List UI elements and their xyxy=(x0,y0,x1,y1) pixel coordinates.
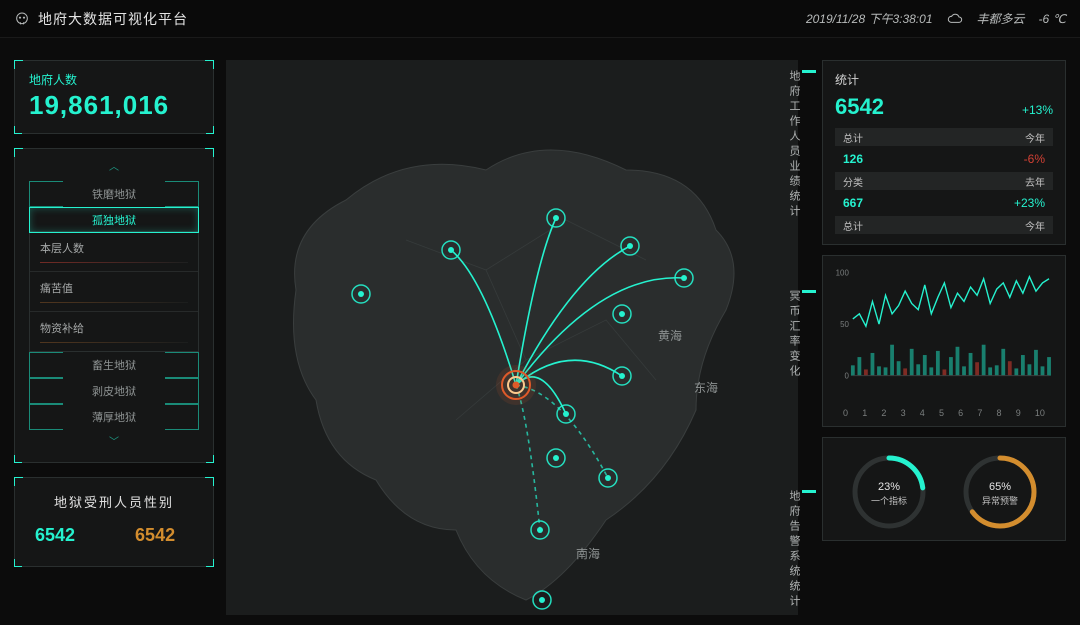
sub-metric-row: 痛苦值 xyxy=(30,272,198,312)
svg-text:0: 0 xyxy=(844,372,849,381)
chart-panel: 0 50 100 012345678910 xyxy=(822,255,1066,427)
stats-title: 统计 xyxy=(835,71,1053,88)
timestamp: 2019/11/28 下午3:38:01 xyxy=(806,10,933,27)
gender-val-b: 6542 xyxy=(135,525,175,546)
stats-panel: 统计 6542 +13% 总计今年126-6%分类去年667+23%总计今年 xyxy=(822,60,1066,245)
hell-item-label: 孤独地狱 xyxy=(92,212,136,228)
gauge-ring: 23% 一个指标 xyxy=(849,452,929,532)
gauge: 65% 异常预警 xyxy=(952,452,1048,532)
chart-x-axis: 012345678910 xyxy=(835,408,1053,418)
svg-text:50: 50 xyxy=(840,320,849,329)
stat-header-row: 总计今年 xyxy=(835,128,1053,146)
section-vertical-label: 地府告警系统统计 xyxy=(802,490,816,610)
population-label: 地府人数 xyxy=(29,71,199,88)
map-panel: 黄海东海南海 xyxy=(226,60,798,615)
left-column: 地府人数 19,861,016 ︿ 铁磨地狱孤独地狱本层人数痛苦值物资补给畜生地… xyxy=(14,60,214,567)
weather-temp: -6 ℃ xyxy=(1039,12,1066,26)
gender-panel: 地狱受刑人员性别 6542 6542 xyxy=(14,477,214,567)
population-value: 19,861,016 xyxy=(29,90,199,121)
rate-chart: 0 50 100 xyxy=(835,266,1053,406)
stat-value-row: 667+23% xyxy=(835,194,1053,216)
gender-val-a: 6542 xyxy=(35,525,75,546)
header-right: 2019/11/28 下午3:38:01 丰都多云 -6 ℃ xyxy=(806,10,1066,27)
sub-metric-row: 物资补给 xyxy=(30,312,198,351)
hell-item[interactable]: 薄厚地狱 xyxy=(29,404,199,430)
stat-value-row: 126-6% xyxy=(835,150,1053,172)
section-vertical-label: 地府工作人员业绩统计 xyxy=(802,70,816,220)
section-vertical-label: 冥币汇率变化 xyxy=(802,290,816,380)
hell-item-label: 薄厚地狱 xyxy=(92,409,136,425)
chevron-up-icon[interactable]: ︿ xyxy=(29,163,199,173)
hell-item-label: 铁磨地狱 xyxy=(92,186,136,202)
svg-text:100: 100 xyxy=(836,269,850,278)
gauge-ring: 65% 异常预警 xyxy=(960,452,1040,532)
skull-icon xyxy=(14,11,30,27)
hell-item[interactable]: 畜生地狱 xyxy=(29,352,199,378)
hell-item[interactable]: 铁磨地狱 xyxy=(29,181,199,207)
gauge-panel: 23% 一个指标 65% 异常预警 xyxy=(822,437,1066,541)
sub-metric-row: 本层人数 xyxy=(30,232,198,272)
hell-item[interactable]: 孤独地狱 xyxy=(29,207,199,233)
gauge-pct: 65% xyxy=(988,481,1010,493)
svg-text:黄海: 黄海 xyxy=(658,328,682,343)
hell-sub-metrics: 本层人数痛苦值物资补给 xyxy=(29,231,199,352)
weather-city: 丰都多云 xyxy=(977,10,1025,27)
cloud-icon xyxy=(947,13,963,25)
hell-selector-panel: ︿ 铁磨地狱孤独地狱本层人数痛苦值物资补给畜生地狱剥皮地狱薄厚地狱 ﹀ xyxy=(14,148,214,463)
population-panel: 地府人数 19,861,016 xyxy=(14,60,214,134)
gauge-label: 一个指标 xyxy=(870,495,906,506)
gauge-label: 异常预警 xyxy=(981,495,1017,506)
gauge: 23% 一个指标 xyxy=(841,452,937,532)
app-title: 地府大数据可视化平台 xyxy=(38,9,188,29)
hell-item[interactable]: 剥皮地狱 xyxy=(29,378,199,404)
chevron-down-icon[interactable]: ﹀ xyxy=(29,438,199,448)
gauge-pct: 23% xyxy=(877,481,899,493)
stat-header-row: 分类去年 xyxy=(835,172,1053,190)
stats-main-delta: +13% xyxy=(1022,103,1053,117)
stat-header-row: 总计今年 xyxy=(835,216,1053,234)
svg-text:南海: 南海 xyxy=(576,546,600,561)
app-header: 地府大数据可视化平台 2019/11/28 下午3:38:01 丰都多云 -6 … xyxy=(0,0,1080,38)
stats-main-value: 6542 xyxy=(835,94,884,120)
hell-item-label: 畜生地狱 xyxy=(92,357,136,373)
china-map[interactable]: 黄海东海南海 xyxy=(226,60,798,615)
svg-text:东海: 东海 xyxy=(694,380,718,395)
right-column: 统计 6542 +13% 总计今年126-6%分类去年667+23%总计今年 0… xyxy=(822,60,1066,541)
hell-item-label: 剥皮地狱 xyxy=(92,383,136,399)
gender-title: 地狱受刑人员性别 xyxy=(29,492,199,511)
